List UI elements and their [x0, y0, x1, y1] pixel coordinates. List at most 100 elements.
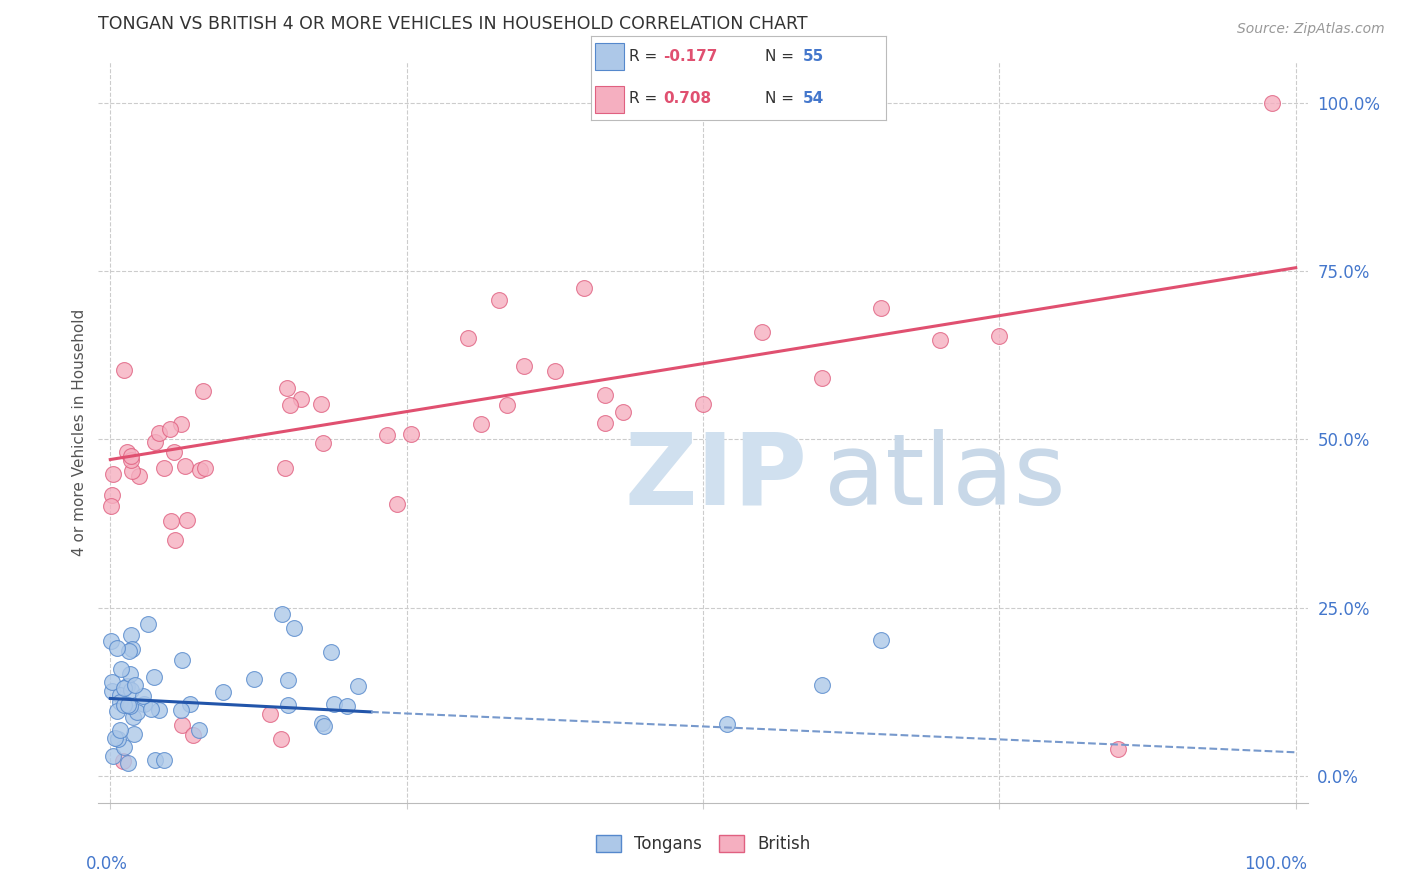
Point: [488, 293, 510, 307]
Point: [148, 703, 170, 717]
Point: [336, 698, 359, 713]
Point: [142, 670, 165, 684]
Point: [117, 756, 139, 770]
Y-axis label: 4 or more Vehicles in Household: 4 or more Vehicles in Household: [72, 309, 87, 557]
Point: [512, 359, 534, 373]
Point: [277, 698, 299, 712]
Point: [101, 674, 124, 689]
Point: [108, 688, 131, 702]
Point: [869, 632, 891, 647]
Point: [810, 678, 832, 692]
Point: [188, 723, 211, 738]
Point: [176, 513, 198, 527]
Text: 0.0%: 0.0%: [86, 855, 128, 872]
Point: [103, 731, 125, 746]
Point: [191, 384, 214, 398]
Point: [143, 753, 166, 767]
Point: [751, 325, 773, 339]
Point: [309, 397, 332, 411]
Text: atlas: atlas: [824, 428, 1066, 525]
Text: N =: N =: [765, 91, 799, 106]
Point: [1261, 95, 1284, 110]
Point: [100, 499, 122, 513]
Point: [110, 662, 132, 676]
Point: [160, 514, 183, 528]
Point: [141, 702, 163, 716]
Point: [716, 717, 738, 731]
Point: [170, 717, 193, 731]
Point: [101, 749, 124, 764]
Point: [121, 641, 143, 656]
Point: [212, 685, 235, 699]
Point: [122, 709, 145, 723]
Point: [120, 683, 142, 698]
Point: [120, 699, 142, 714]
Point: [572, 281, 595, 295]
Point: [457, 331, 479, 345]
Point: [112, 681, 135, 695]
Point: [692, 397, 714, 411]
Point: [312, 435, 335, 450]
Point: [148, 425, 170, 440]
Text: ZIP: ZIP: [624, 428, 807, 525]
Point: [321, 645, 343, 659]
Point: [173, 458, 195, 473]
Point: [117, 698, 139, 713]
Point: [101, 488, 124, 502]
Point: [127, 705, 149, 719]
Point: [153, 461, 176, 475]
Point: [101, 683, 124, 698]
Text: 0.708: 0.708: [662, 91, 711, 106]
Point: [190, 463, 212, 477]
Point: [323, 697, 346, 711]
Point: [170, 703, 193, 717]
Point: [165, 533, 187, 548]
Point: [170, 653, 193, 667]
Point: [270, 732, 292, 747]
Point: [159, 421, 181, 435]
Point: [929, 333, 952, 347]
Point: [101, 467, 124, 481]
Point: [399, 426, 422, 441]
Text: N =: N =: [765, 49, 799, 64]
FancyBboxPatch shape: [595, 44, 624, 70]
Text: 54: 54: [803, 91, 824, 106]
Text: 100.0%: 100.0%: [1244, 855, 1308, 872]
Point: [122, 727, 145, 741]
Point: [179, 697, 201, 711]
Point: [375, 428, 398, 442]
Text: 55: 55: [803, 49, 824, 64]
Point: [312, 719, 335, 733]
Point: [120, 453, 142, 467]
Point: [100, 634, 122, 648]
Text: -0.177: -0.177: [662, 49, 717, 64]
Text: Source: ZipAtlas.com: Source: ZipAtlas.com: [1237, 22, 1385, 37]
Point: [118, 643, 141, 657]
Point: [112, 754, 135, 768]
FancyBboxPatch shape: [595, 86, 624, 112]
Point: [259, 707, 281, 722]
Point: [112, 363, 135, 377]
Point: [128, 469, 150, 483]
Point: [163, 445, 186, 459]
Point: [120, 627, 142, 641]
Point: [274, 460, 297, 475]
Point: [170, 417, 193, 431]
Point: [114, 740, 136, 755]
Point: [194, 461, 217, 475]
Point: [138, 616, 160, 631]
Point: [385, 497, 408, 511]
Point: [988, 329, 1011, 343]
Point: [112, 698, 135, 713]
Text: R =: R =: [628, 91, 662, 106]
Point: [115, 445, 138, 459]
Point: [118, 667, 141, 681]
Point: [132, 697, 155, 711]
Point: [105, 704, 128, 718]
Point: [869, 301, 891, 316]
Point: [593, 388, 616, 402]
Text: TONGAN VS BRITISH 4 OR MORE VEHICLES IN HOUSEHOLD CORRELATION CHART: TONGAN VS BRITISH 4 OR MORE VEHICLES IN …: [98, 15, 808, 33]
Point: [124, 678, 146, 692]
Point: [108, 723, 131, 737]
Point: [311, 716, 333, 731]
